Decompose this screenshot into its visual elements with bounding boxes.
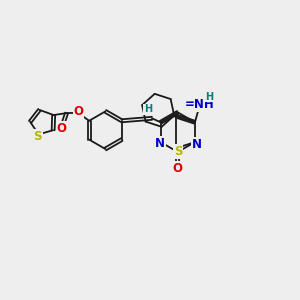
Text: N: N <box>192 138 202 151</box>
Text: S: S <box>174 145 182 158</box>
Text: H: H <box>144 104 152 114</box>
Text: O: O <box>173 162 183 175</box>
Text: H: H <box>205 92 213 101</box>
Text: S: S <box>33 130 42 143</box>
Text: N: N <box>154 136 165 150</box>
Text: O: O <box>57 122 67 135</box>
Text: O: O <box>74 105 83 118</box>
Text: =NH: =NH <box>185 98 215 111</box>
